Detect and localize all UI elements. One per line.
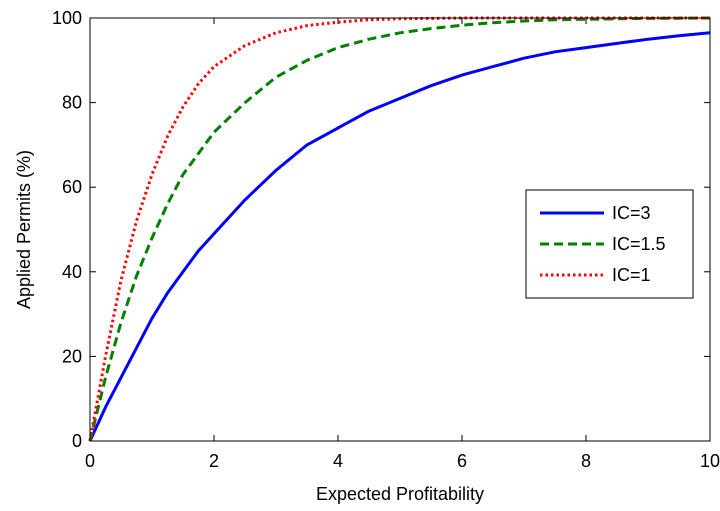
plot-frame: [89, 17, 711, 442]
x-axis-label: Expected Profitability: [316, 484, 484, 504]
legend-label: IC=1.5: [612, 234, 666, 254]
legend-items: IC=3 IC=1.5 IC=1: [540, 203, 666, 285]
x-tick-label: 8: [581, 451, 591, 471]
series-line: [88, 31, 711, 442]
series-line: [88, 16, 711, 442]
y-tick-label: 60: [62, 177, 82, 197]
y-ticks: 0 20 40 60 80 100: [52, 8, 710, 451]
y-tick-label: 80: [62, 93, 82, 113]
legend-label: IC=3: [612, 203, 651, 223]
x-tick-label: 10: [700, 451, 720, 471]
y-tick-label: 100: [52, 8, 82, 28]
x-tick-label: 6: [457, 451, 467, 471]
x-ticks: 0 2 4 6 8 10: [85, 18, 720, 471]
x-tick-label: 4: [333, 451, 343, 471]
legend-box: [525, 189, 694, 299]
legend-label: IC=1: [612, 265, 651, 285]
y-tick-label: 40: [62, 262, 82, 282]
y-tick-label: 20: [62, 346, 82, 366]
y-tick-label: 0: [72, 431, 82, 451]
x-tick-label: 0: [85, 451, 95, 471]
x-tick-label: 2: [209, 451, 219, 471]
y-axis-label: Applied Permits (%): [14, 150, 34, 309]
legend: IC=3 IC=1.5 IC=1: [525, 189, 694, 299]
